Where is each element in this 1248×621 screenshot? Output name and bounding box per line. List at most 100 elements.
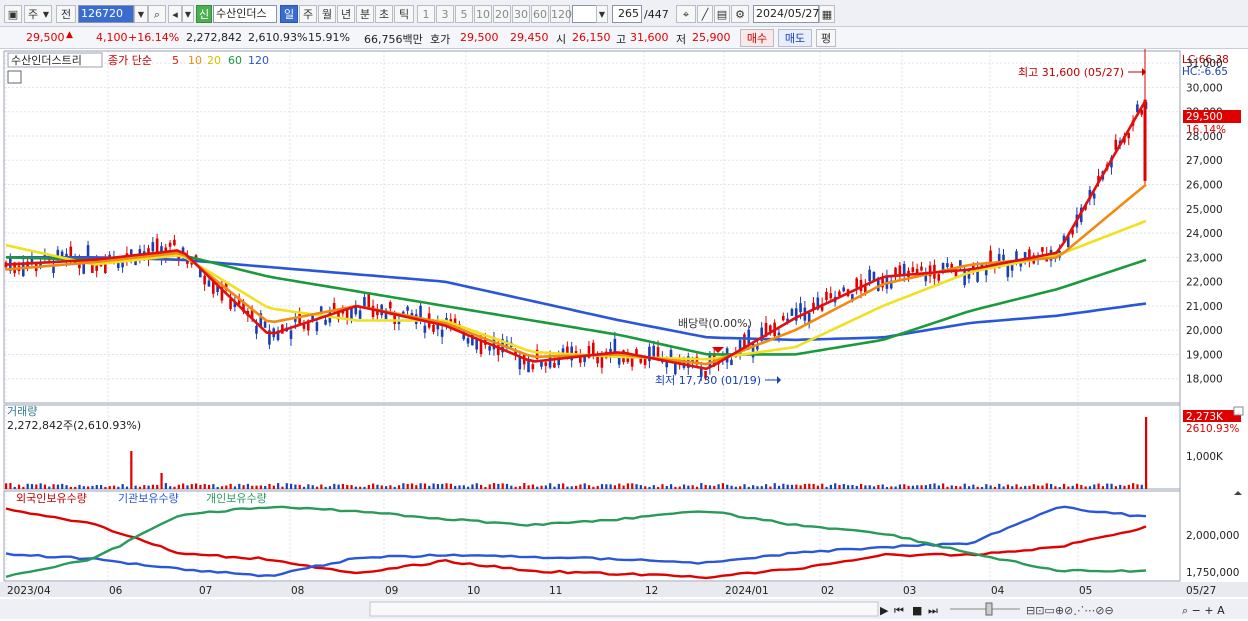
- high-annotation: 최고 31,600 (05/27): [1018, 66, 1124, 79]
- candle-body: [1023, 252, 1027, 259]
- volume-bar: [419, 483, 422, 489]
- x-axis-label: 2023/04: [7, 585, 51, 597]
- volume-bar: [39, 483, 42, 489]
- volume-bar: [195, 483, 198, 489]
- candle-body: [825, 291, 828, 300]
- candle-body: [963, 270, 966, 286]
- chart-area[interactable]: 수산인더스트리 종가 단순 5 10 20 60 120 LC:66.38 HC…: [0, 49, 1248, 621]
- candle-body: [1110, 157, 1113, 168]
- period-year[interactable]: 년: [337, 5, 355, 23]
- price-y-tick-label: 21,000: [1186, 301, 1223, 313]
- minute-opt-120[interactable]: 120: [550, 5, 572, 23]
- ma-line-5: [5, 98, 1148, 371]
- volume-bar: [462, 485, 465, 489]
- candle-body: [311, 313, 314, 321]
- volume-bar: [657, 486, 660, 489]
- minute-opt-5[interactable]: 5: [455, 5, 473, 23]
- volume-bar: [799, 485, 802, 489]
- volume-bar: [635, 484, 638, 489]
- prev-button[interactable]: 전: [56, 5, 76, 23]
- period-week[interactable]: 주: [299, 5, 317, 23]
- custom-period-dropdown[interactable]: ▼: [596, 5, 608, 23]
- minute-opt-3[interactable]: 3: [436, 5, 454, 23]
- search-icon[interactable]: ⌕: [148, 5, 166, 23]
- candle-body: [851, 294, 854, 302]
- candle-body: [864, 286, 867, 293]
- volume-bar: [488, 484, 491, 489]
- minute-opt-30[interactable]: 30: [512, 5, 530, 23]
- volume-bar: [112, 485, 116, 489]
- candle-body: [738, 340, 742, 355]
- current-price-tag: 29,500: [1186, 111, 1223, 123]
- volume-bar: [518, 486, 522, 489]
- draw-tool-icon[interactable]: ╱: [697, 5, 713, 23]
- volume-bar: [661, 484, 664, 489]
- volume-bar: [790, 484, 794, 489]
- candle-body: [462, 331, 466, 340]
- volume-bar: [808, 483, 811, 489]
- volume-bar: [117, 486, 120, 489]
- zoom-slider-thumb: [985, 602, 993, 616]
- ma-5-label: 5: [172, 54, 179, 67]
- sell-button[interactable]: 매도: [778, 29, 812, 47]
- market-select[interactable]: 주 ▼: [24, 5, 52, 23]
- candle-body: [488, 346, 491, 351]
- period-day[interactable]: 일: [280, 5, 298, 23]
- period-second[interactable]: 초: [375, 5, 393, 23]
- volume-bar: [445, 483, 448, 489]
- minute-opt-20[interactable]: 20: [493, 5, 511, 23]
- candle-body: [514, 349, 517, 355]
- candle-body: [756, 344, 759, 350]
- gear-icon[interactable]: ⚙: [731, 5, 749, 23]
- save-icon[interactable]: ▤: [714, 5, 730, 23]
- volume-bar: [30, 484, 34, 489]
- avg-button[interactable]: 평: [816, 29, 836, 47]
- volume-bar: [773, 483, 776, 489]
- candle-body: [984, 268, 988, 276]
- candle-body: [376, 309, 379, 316]
- candle-body: [393, 313, 396, 324]
- minute-opt-60[interactable]: 60: [531, 5, 549, 23]
- volume-bar: [838, 485, 841, 489]
- code-input[interactable]: 126720: [78, 5, 134, 23]
- candle-body: [561, 348, 565, 354]
- dividend-annotation: 배당락(0.00%): [678, 317, 752, 330]
- volume-bar: [834, 483, 837, 489]
- volume-bar: [311, 485, 314, 489]
- volume-bar: [61, 483, 64, 489]
- calendar-icon[interactable]: ▦: [819, 5, 835, 23]
- volume-bar: [1088, 486, 1092, 489]
- minute-opt-1[interactable]: 1: [417, 5, 435, 23]
- candle-body: [781, 315, 785, 321]
- volume-bar: [1062, 483, 1066, 489]
- buy-button[interactable]: 매수: [740, 29, 774, 47]
- crosshair-icon[interactable]: ⌖: [676, 5, 696, 23]
- period-month[interactable]: 월: [318, 5, 336, 23]
- period-minute[interactable]: 분: [356, 5, 374, 23]
- volume-bar: [622, 485, 625, 489]
- x-axis-label: 03: [903, 585, 916, 597]
- date-input[interactable]: 2024/05/27: [753, 5, 819, 23]
- count-input[interactable]: 265: [612, 5, 642, 23]
- speaker-icon[interactable]: ◂: [168, 5, 182, 23]
- volume-bar: [1106, 483, 1109, 489]
- volume-bar: [190, 484, 193, 489]
- volume-bar: [898, 484, 902, 489]
- window-icon[interactable]: ▣: [4, 5, 22, 23]
- speaker-dropdown[interactable]: ▼: [182, 5, 194, 23]
- code-dropdown[interactable]: ▼: [134, 5, 148, 23]
- volume-bar: [916, 485, 919, 489]
- candle-body: [786, 318, 789, 323]
- price-y-tick-label: 22,000: [1186, 277, 1223, 289]
- volume-bar: [264, 485, 267, 489]
- volume-bar: [1054, 486, 1057, 489]
- volume-bar: [726, 484, 729, 489]
- minute-opt-10[interactable]: 10: [474, 5, 492, 23]
- price-y-tick-label: 24,000: [1186, 228, 1223, 240]
- volume-bar: [592, 486, 595, 489]
- volume-bar: [583, 483, 586, 489]
- period-tick[interactable]: 틱: [394, 5, 414, 23]
- candle-body: [91, 259, 94, 273]
- volume-bar: [1114, 486, 1117, 489]
- candle-body: [971, 264, 975, 270]
